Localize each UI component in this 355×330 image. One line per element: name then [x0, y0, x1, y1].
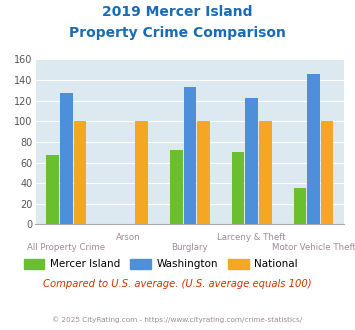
Bar: [259, 121, 272, 224]
Bar: [197, 121, 210, 224]
Bar: [307, 74, 320, 224]
Bar: [73, 121, 86, 224]
Bar: [47, 155, 59, 224]
Legend: Mercer Island, Washington, National: Mercer Island, Washington, National: [20, 254, 302, 273]
Bar: [232, 152, 245, 224]
Bar: [184, 87, 196, 224]
Text: All Property Crime: All Property Crime: [27, 243, 105, 251]
Bar: [135, 121, 148, 224]
Text: Larceny & Theft: Larceny & Theft: [217, 233, 286, 242]
Text: 2019 Mercer Island: 2019 Mercer Island: [102, 5, 253, 19]
Bar: [321, 121, 333, 224]
Text: © 2025 CityRating.com - https://www.cityrating.com/crime-statistics/: © 2025 CityRating.com - https://www.city…: [53, 317, 302, 323]
Text: Burglary: Burglary: [171, 243, 208, 251]
Bar: [245, 98, 258, 224]
Bar: [294, 188, 306, 224]
Text: Compared to U.S. average. (U.S. average equals 100): Compared to U.S. average. (U.S. average …: [43, 279, 312, 289]
Text: Property Crime Comparison: Property Crime Comparison: [69, 26, 286, 40]
Bar: [60, 93, 73, 224]
Text: Motor Vehicle Theft: Motor Vehicle Theft: [272, 243, 355, 251]
Bar: [170, 150, 183, 224]
Text: Arson: Arson: [116, 233, 141, 242]
